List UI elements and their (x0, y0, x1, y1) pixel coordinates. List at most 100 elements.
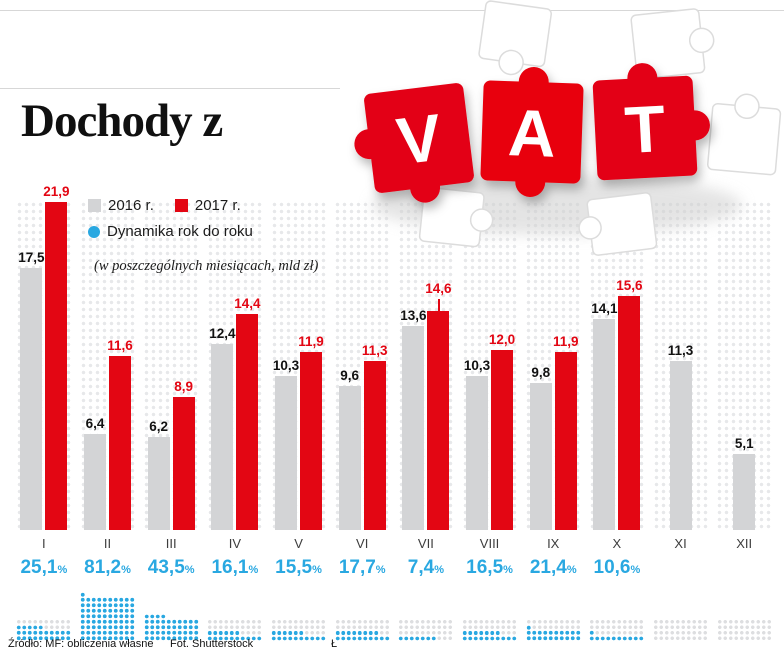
puzzle-letter-t: T (623, 91, 667, 167)
dot-matrix-remainder (80, 591, 86, 597)
month-label: VI (356, 536, 369, 551)
bar-2016-VIII: 10,3 (464, 358, 490, 530)
legend-2016-swatch (88, 199, 101, 212)
dynamics-value: 16,5% (466, 557, 513, 578)
dot-matrix-base (653, 619, 709, 641)
page-title: Dochody z (21, 95, 223, 147)
dot-matrix (334, 584, 390, 641)
month-group-II: 6,4 11,6 II 81,2% (76, 200, 140, 641)
dot-matrix (589, 584, 645, 641)
dot-matrix (716, 584, 772, 641)
bar-value-2016: 9,6 (340, 368, 360, 383)
red-puzzle-pieces: V A T (354, 63, 710, 203)
bar-value-2017: 21,9 (43, 183, 70, 199)
percent-sign: % (630, 564, 641, 576)
percent-sign: % (312, 564, 322, 576)
callout-line (438, 299, 441, 311)
percent-sign: % (121, 564, 131, 576)
bar-2017-V: 11,9 (298, 334, 324, 530)
dot-matrix-remainder (462, 630, 501, 636)
dynamics-value: 7,4% (407, 557, 444, 578)
dynamics-value: 25,1% (20, 557, 68, 578)
bar-value-2017: 11,9 (298, 333, 324, 349)
dot-matrix-fill (271, 635, 327, 641)
legend-2017-label: 2017 r. (194, 197, 241, 214)
photo-credit: Fot. Shutterstock (170, 638, 254, 650)
month-label: VIII (479, 536, 500, 551)
bar-2016-I: 17,5 (18, 250, 44, 530)
bar-value-2016: 12,4 (209, 326, 236, 341)
source-credit: Źródło: MF: obliczenia własne (8, 638, 154, 650)
bar-value-2016: 6,4 (85, 416, 105, 431)
percent-sign: % (566, 564, 577, 576)
legend-dynamics-dot-icon (88, 225, 100, 238)
dot-matrix (653, 584, 709, 641)
bars-VII: 13,6 14,6 (397, 200, 454, 530)
dot-matrix-remainder (525, 624, 532, 630)
month-label: IV (228, 536, 241, 551)
percent-sign: % (184, 564, 195, 576)
chart-subtitle: (w poszczególnych miesiącach, mld zł) (94, 258, 319, 274)
dot-matrix-base (716, 619, 772, 641)
bar-2017-I: 21,9 (43, 184, 69, 530)
bar-value-2017: 8,9 (174, 378, 194, 394)
percent-sign: % (434, 564, 444, 576)
bar-value-2017: 14,4 (234, 296, 261, 311)
bar-value-2016: 6,2 (149, 419, 169, 434)
bar-value-2017: 11,3 (361, 342, 388, 358)
bar-2016-VII: 13,6 (400, 308, 427, 530)
dynamics-value: 81,2% (84, 557, 131, 578)
white-piece-icon (706, 93, 782, 176)
month-group-VIII: 10,3 12,0 VIII 16,5% (458, 200, 522, 641)
month-label: I (42, 536, 46, 551)
white-piece-icon (630, 8, 715, 80)
month-group-VI: 9,6 11,3 VI 17,7% (330, 200, 394, 641)
bars-XI: 11,3 (652, 200, 709, 530)
bar-2017-IV: 14,4 (234, 296, 260, 530)
bars-I: 17,5 21,9 (15, 184, 72, 530)
bars-XII: 5,1 (716, 200, 773, 530)
dot-matrix-remainder (398, 635, 437, 641)
bars-II: 6,4 11,6 (79, 200, 136, 530)
month-label: XII (736, 536, 753, 551)
bar-value-2016: 10,3 (463, 357, 491, 373)
month-group-III: 6,2 8,9 III 43,5% (139, 200, 203, 641)
dynamics-value: 43,5% (147, 557, 195, 578)
dynamics-value: 10,6% (593, 557, 641, 578)
month-group-XI: 11,3 XI (649, 200, 713, 641)
bar-value-2016: 5,1 (734, 435, 754, 451)
dot-matrix-fill (80, 597, 135, 641)
bar-2017-III: 8,9 (172, 379, 195, 530)
month-group-XII: 5,1 XII (712, 200, 776, 641)
dynamics-value: 21,4% (529, 557, 577, 578)
dot-matrix (207, 584, 263, 641)
percent-sign: % (248, 564, 259, 576)
dot-matrix-fill (462, 635, 518, 641)
header-rule (0, 88, 340, 89)
dot-matrix-remainder (207, 630, 241, 636)
dot-matrix-fill (334, 635, 390, 641)
bars-VI: 9,6 11,3 (334, 200, 391, 530)
white-piece-icon (478, 0, 552, 76)
month-label: XI (674, 536, 687, 551)
bars-IV: 12,4 14,4 (206, 200, 263, 530)
bar-2016-V: 10,3 (273, 358, 299, 530)
bar-2017-VIII: 12,0 (489, 332, 515, 530)
month-label: III (165, 536, 177, 551)
bar-value-2016: 14,1 (591, 300, 618, 316)
dot-matrix-remainder (334, 630, 379, 636)
bar-2016-II: 6,4 (84, 416, 106, 530)
bar-2017-II: 11,6 (107, 338, 133, 530)
month-label: V (294, 536, 303, 551)
bar-2016-VI: 9,6 (338, 368, 361, 530)
bar-value-2016: 17,5 (18, 249, 45, 265)
puzzle-piece-a: A (480, 67, 584, 197)
legend-dynamics-row: Dynamika rok do roku (88, 223, 253, 240)
bar-2016-IX: 9,8 (529, 365, 552, 530)
puzzle-letter-a: A (507, 95, 557, 171)
dot-matrix-remainder (16, 624, 44, 630)
puzzle-letter-v: V (393, 100, 446, 179)
legend-series-row: 2016 r. 2017 r. (88, 197, 253, 214)
bar-2016-XII: 5,1 (733, 436, 756, 530)
credit-mark: Ł (331, 638, 338, 650)
